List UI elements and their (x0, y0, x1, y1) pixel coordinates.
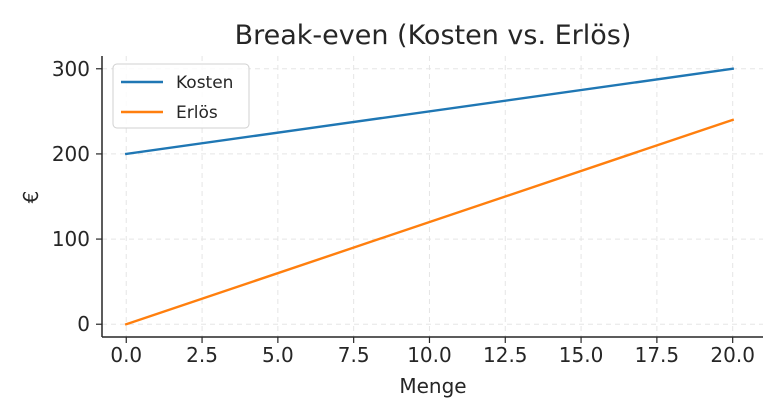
y-tick-label: 100 (52, 227, 90, 251)
y-axis-ticks: 0 100 200 300 (52, 57, 102, 336)
x-tick-label: 7.5 (338, 343, 370, 367)
y-tick-label: 0 (77, 312, 90, 336)
chart-title: Break-even (Kosten vs. Erlös) (235, 20, 632, 51)
x-tick-label: 20.0 (710, 343, 755, 367)
x-tick-label: 12.5 (483, 343, 528, 367)
x-tick-label: 0.0 (110, 343, 142, 367)
series-line-kosten (124, 67, 735, 156)
x-tick-label: 10.0 (407, 343, 452, 367)
x-tick-label: 15.0 (559, 343, 604, 367)
axes (101, 56, 763, 338)
legend-label-erl-s: Erlös (176, 103, 218, 123)
legend: Kosten Erlös (112, 63, 250, 129)
y-tick-label: 300 (52, 57, 90, 81)
x-tick-label: 2.5 (186, 343, 218, 367)
x-tick-label: 5.0 (262, 343, 294, 367)
x-axis-label: Menge (399, 374, 466, 398)
series-line-erl-s (124, 118, 735, 326)
x-tick-label: 17.5 (635, 343, 680, 367)
x-axis-ticks: 0.0 2.5 5.0 7.5 10.0 12.5 15.0 17.5 20.0 (110, 337, 755, 367)
plot-area (124, 67, 735, 326)
grid (102, 56, 763, 337)
legend-label-kosten: Kosten (176, 73, 233, 93)
y-axis-label: € (19, 191, 43, 204)
y-tick-label: 200 (52, 142, 90, 166)
